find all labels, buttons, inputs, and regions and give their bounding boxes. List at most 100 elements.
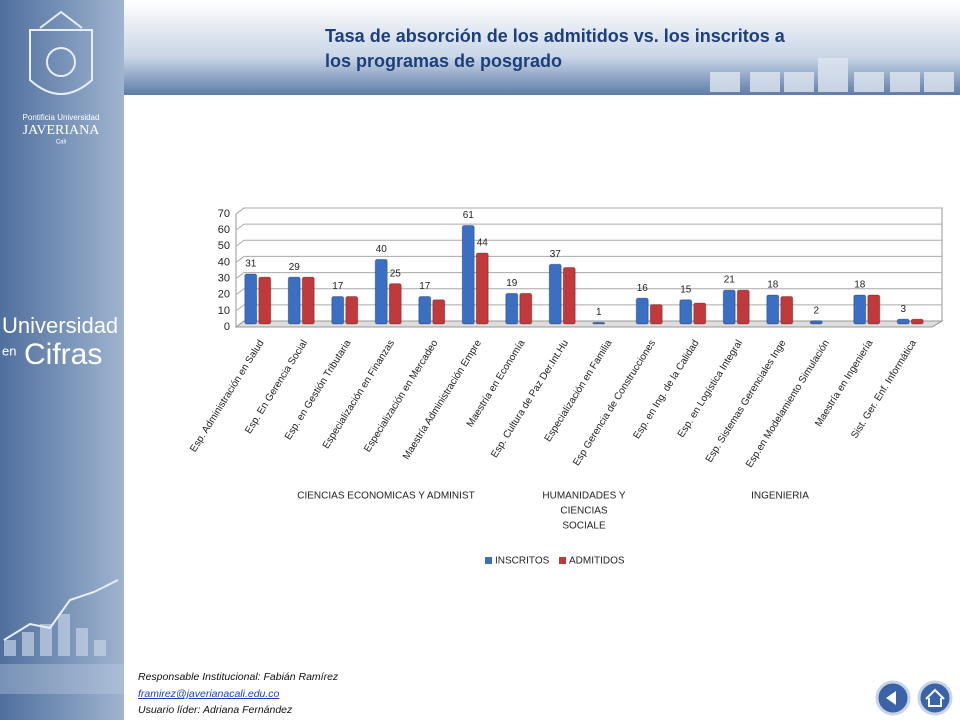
bar bbox=[432, 299, 446, 325]
legend-swatch bbox=[485, 557, 492, 564]
data-label: 15 bbox=[680, 284, 692, 295]
bar bbox=[374, 258, 388, 325]
bar bbox=[809, 320, 823, 325]
footer-text: Usuario líder: Adriana Fernández bbox=[138, 704, 293, 716]
group-label: CIENCIAS ECONOMICAS Y ADMINIST bbox=[297, 491, 474, 502]
x-tick-label: Esp. Administración en Salud bbox=[188, 338, 266, 454]
data-label: 61 bbox=[463, 210, 475, 221]
grid-line bbox=[235, 223, 942, 231]
data-label: 1 bbox=[596, 307, 602, 318]
bar bbox=[853, 294, 867, 325]
slide-title: Tasa de absorción de los admitidos vs. l… bbox=[325, 26, 786, 46]
data-label: 37 bbox=[550, 249, 562, 260]
slide-title: los programas de posgrado bbox=[325, 51, 562, 71]
logo-text: Cali bbox=[56, 140, 66, 146]
x-tick-label: Esp.en Modelamiento Simulación bbox=[744, 338, 832, 470]
group-label: HUMANIDADES Y bbox=[542, 491, 625, 502]
group-label: INGENIERIA bbox=[751, 491, 809, 502]
data-label: 3 bbox=[900, 304, 906, 315]
grid-line bbox=[235, 272, 942, 279]
bar bbox=[910, 318, 924, 325]
sidebar bbox=[0, 0, 124, 720]
bar bbox=[258, 276, 272, 325]
y-tick-label: 40 bbox=[218, 256, 230, 268]
data-label: 18 bbox=[854, 280, 866, 291]
grid-line bbox=[235, 288, 942, 296]
data-label: 25 bbox=[390, 268, 402, 279]
logo-text: Pontificia Universidad bbox=[23, 113, 100, 122]
grid-line bbox=[235, 207, 942, 215]
university-logo bbox=[29, 10, 93, 95]
y-tick-label: 70 bbox=[218, 208, 230, 220]
bar bbox=[736, 289, 750, 325]
x-tick-label: Esp. Sistemas Gerenciales Inge bbox=[704, 338, 789, 465]
y-tick-label: 60 bbox=[218, 224, 230, 236]
bar bbox=[679, 299, 693, 325]
brand-text: Universidad bbox=[2, 313, 118, 338]
bar bbox=[475, 252, 489, 325]
data-label: 18 bbox=[767, 280, 779, 291]
data-label: 19 bbox=[506, 278, 518, 289]
group-label: SOCIALE bbox=[562, 521, 606, 532]
brand-text: Cifras bbox=[24, 338, 102, 371]
grid-line bbox=[235, 304, 942, 312]
x-tick-label: Maestría Administración Empre bbox=[401, 338, 484, 462]
y-tick-label: 0 bbox=[224, 321, 230, 333]
legend-label: INSCRITOS bbox=[495, 556, 550, 567]
bar bbox=[331, 296, 345, 325]
bar bbox=[287, 276, 301, 325]
data-label: 29 bbox=[289, 262, 301, 273]
plot-floor bbox=[234, 320, 944, 328]
home-button[interactable] bbox=[917, 680, 953, 716]
bar bbox=[301, 276, 315, 325]
bar bbox=[766, 294, 780, 325]
header-blocks bbox=[710, 58, 954, 92]
group-label: CIENCIAS bbox=[560, 506, 608, 517]
bar bbox=[244, 273, 258, 325]
footer-text: Responsable Institucional: Fabián Ramíre… bbox=[138, 671, 339, 683]
bar bbox=[562, 267, 576, 325]
bar bbox=[649, 304, 663, 325]
bar bbox=[635, 297, 649, 325]
logo-text: JAVERIANA bbox=[23, 123, 101, 138]
bar bbox=[592, 321, 606, 325]
data-label: 17 bbox=[419, 281, 431, 292]
data-label: 2 bbox=[813, 305, 819, 316]
legend-label: ADMITIDOS bbox=[569, 556, 625, 567]
footer-email: framirez@javerianacali.edu.co bbox=[138, 688, 279, 700]
y-tick-label: 50 bbox=[218, 240, 230, 252]
x-tick-label: Especialización en Finanzas bbox=[321, 338, 397, 451]
bar bbox=[505, 292, 519, 325]
x-tick-label: Esp Gerencia de Construcciones bbox=[571, 338, 658, 468]
brand-text: en bbox=[2, 343, 16, 358]
email-link[interactable]: framirez@javerianacali.edu.co bbox=[138, 688, 280, 700]
legend-swatch bbox=[559, 557, 566, 564]
bar bbox=[388, 283, 402, 325]
y-tick-label: 20 bbox=[218, 289, 230, 301]
bar bbox=[867, 294, 881, 325]
bar bbox=[548, 263, 562, 325]
data-label: 40 bbox=[376, 244, 388, 255]
grid-line bbox=[235, 255, 942, 263]
y-tick-label: 30 bbox=[218, 272, 230, 284]
back-button[interactable] bbox=[875, 680, 911, 716]
bar bbox=[418, 296, 432, 325]
data-label: 21 bbox=[724, 275, 736, 286]
bar bbox=[461, 225, 475, 325]
sidebar-trend bbox=[3, 579, 119, 641]
bar bbox=[896, 318, 910, 325]
data-label: 31 bbox=[245, 259, 257, 270]
data-label: 44 bbox=[477, 238, 489, 249]
data-label: 16 bbox=[637, 283, 649, 294]
bar bbox=[780, 296, 794, 325]
bar bbox=[519, 292, 533, 325]
sidebar-graphic bbox=[0, 614, 124, 694]
bar bbox=[345, 296, 359, 325]
grid-line bbox=[235, 239, 942, 247]
y-tick-label: 10 bbox=[218, 305, 230, 317]
x-tick-label: Especialización en Mercadeo bbox=[362, 338, 440, 455]
bar bbox=[722, 289, 736, 325]
